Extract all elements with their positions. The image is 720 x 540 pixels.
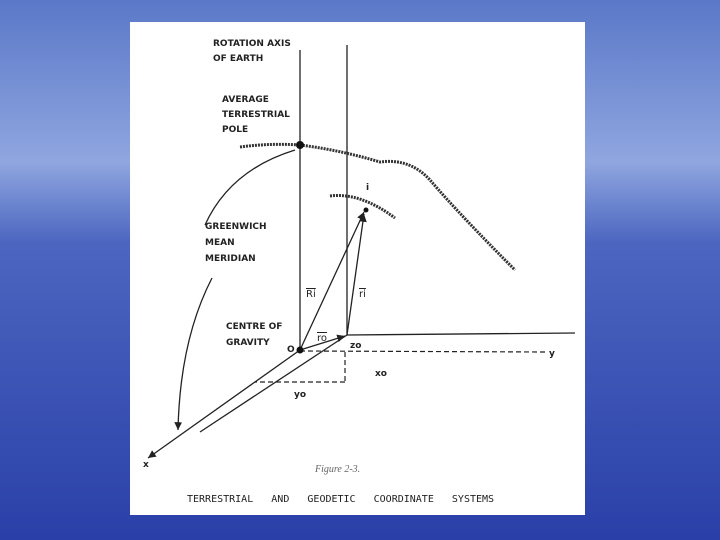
label: y xyxy=(549,349,555,359)
meridian-arrow xyxy=(204,149,296,226)
label: Ri xyxy=(306,289,316,300)
x-axis-line xyxy=(147,349,301,459)
label: O xyxy=(287,345,295,355)
label: GRAVITY xyxy=(226,338,270,348)
figure-panel xyxy=(130,22,585,515)
vector-r xyxy=(346,213,367,336)
label: MEAN xyxy=(205,238,235,248)
label: i xyxy=(366,183,369,193)
label: MERIDIAN xyxy=(205,254,256,264)
label: CENTRE OF xyxy=(226,322,282,332)
label: POLE xyxy=(222,125,248,135)
label: xo xyxy=(375,369,387,379)
y-axis-line xyxy=(346,332,576,336)
label: ROTATION AXIS xyxy=(213,39,291,49)
label: zo xyxy=(350,341,361,351)
label: OF EARTH xyxy=(213,54,263,64)
label: yo xyxy=(294,390,306,400)
label: ri xyxy=(359,289,366,300)
caption: TERRESTRIAL AND GEODETIC COORDINATE SYST… xyxy=(187,494,494,505)
label: AVERAGE xyxy=(222,95,269,105)
figure-number: Figure 2-3. xyxy=(314,464,360,475)
vector-R xyxy=(299,211,365,351)
earth-surface xyxy=(239,142,517,272)
x-axis-line-2 xyxy=(199,334,348,433)
label: GREENWICH xyxy=(205,222,267,232)
surface-patch xyxy=(329,193,396,220)
meridian-arrow xyxy=(174,277,213,431)
vector-r0 xyxy=(299,334,346,351)
label: x xyxy=(143,460,149,470)
point-i xyxy=(363,207,369,213)
origin-point xyxy=(296,346,304,354)
pole-point xyxy=(296,141,304,149)
label: ro xyxy=(317,333,327,344)
label: TERRESTRIAL xyxy=(222,110,290,120)
diagram: ROTATION AXIS OF EARTH AVERAGE TERRESTRI… xyxy=(143,39,576,505)
y-axis-dashed xyxy=(299,350,546,353)
